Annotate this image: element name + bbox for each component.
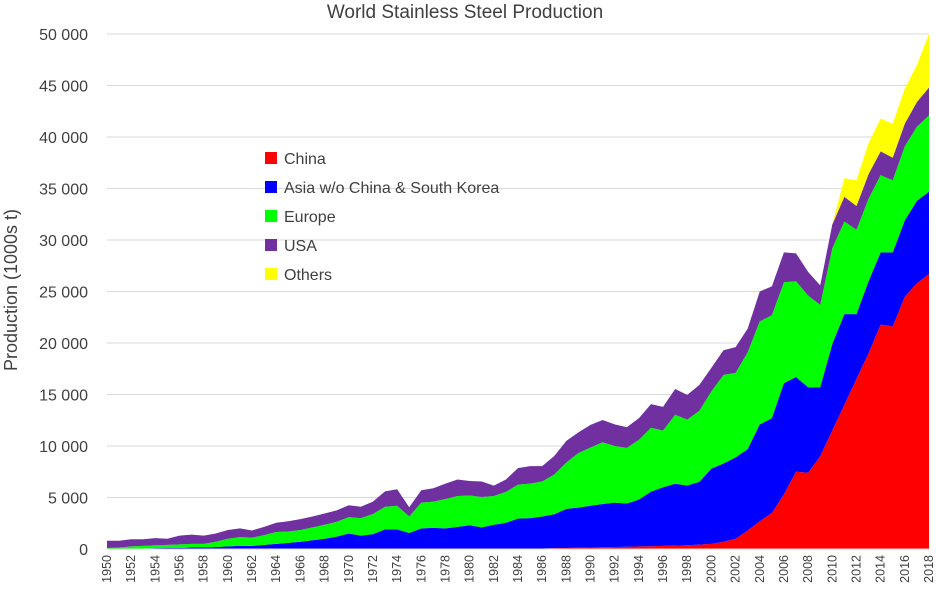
x-tick-label: 1970: [342, 555, 356, 583]
stacked-areas: [107, 34, 929, 550]
chart-title: World Stainless Steel Production: [327, 2, 603, 23]
x-tick-label: 1972: [366, 555, 380, 583]
y-tick-label: 15 000: [39, 388, 88, 405]
x-tick-label: 1964: [269, 555, 283, 583]
legend: China Asia w/o China & South Korea Europe U…: [265, 151, 499, 284]
x-tick-label: 1958: [197, 555, 211, 583]
x-tick-label: 1968: [318, 555, 332, 583]
x-tick-label: 1984: [511, 555, 525, 583]
x-tick-label: 2008: [801, 555, 815, 583]
y-tick-label: 35 000: [39, 182, 88, 199]
x-tick-label: 1982: [487, 555, 501, 583]
y-tick-label: 0: [79, 542, 88, 559]
x-tick-label: 2010: [825, 555, 839, 583]
legend-label: Asia w/o China & South Korea: [284, 180, 499, 197]
x-tick-label: 2004: [753, 555, 767, 583]
x-tick-label: 2014: [874, 555, 888, 583]
area-series-3: [107, 87, 929, 548]
x-tick-label: 2002: [729, 555, 743, 583]
x-tick-label: 1986: [535, 555, 549, 583]
x-tick-label: 1988: [559, 555, 573, 583]
x-tick-label: 2018: [922, 555, 936, 583]
x-tick-label: 1950: [100, 555, 114, 583]
y-tick-label: 30 000: [39, 233, 88, 250]
x-tick-label: 1976: [414, 555, 428, 583]
legend-label: Others: [284, 267, 332, 284]
x-tick-label: 2016: [898, 555, 912, 583]
y-tick-label: 40 000: [39, 130, 88, 147]
x-tick-label: 1992: [608, 555, 622, 583]
x-tick-label: 2006: [777, 555, 791, 583]
x-tick-label: 1974: [390, 555, 404, 583]
legend-label: China: [284, 151, 326, 168]
area-series-0: [107, 273, 929, 549]
x-tick-label: 1956: [173, 555, 187, 583]
y-tick-label: 25 000: [39, 285, 88, 302]
legend-label: USA: [284, 238, 317, 255]
x-tick-label: 2012: [850, 555, 864, 583]
y-tick-label: 50 000: [39, 27, 88, 44]
x-tick-label: 1954: [148, 555, 162, 583]
x-tick-label: 1978: [439, 555, 453, 583]
x-tick-label: 1998: [680, 555, 694, 583]
x-tick-label: 2000: [704, 555, 718, 583]
y-axis-ticks: 0 5 000 10 000 15 000 20 000 25 000 30 000 35 0…: [39, 27, 88, 559]
legend-swatch: [265, 152, 277, 164]
y-tick-label: 20 000: [39, 336, 88, 353]
legend-swatch: [265, 239, 277, 251]
area-series-2: [107, 115, 929, 550]
x-axis-ticks: 1950 1952 1954 1956 1958 1960 1962 1964 1966 1968…: [100, 555, 936, 583]
legend-swatch: [265, 268, 277, 280]
y-tick-label: 10 000: [39, 439, 88, 456]
legend-swatch: [265, 210, 277, 222]
y-tick-label: 5 000: [48, 491, 88, 508]
x-tick-label: 1980: [463, 555, 477, 583]
x-tick-label: 1996: [656, 555, 670, 583]
y-tick-label: 45 000: [39, 79, 88, 96]
x-tick-label: 1990: [584, 555, 598, 583]
x-tick-label: 1960: [221, 555, 235, 583]
gridlines: [107, 33, 929, 550]
legend-swatch: [265, 181, 277, 193]
x-tick-label: 1962: [245, 555, 259, 583]
y-axis-label: Production (1000s t): [1, 209, 21, 371]
x-tick-label: 1994: [632, 555, 646, 583]
x-tick-label: 1966: [293, 555, 307, 583]
legend-label: Europe: [284, 209, 336, 226]
x-tick-label: 1952: [124, 555, 138, 583]
